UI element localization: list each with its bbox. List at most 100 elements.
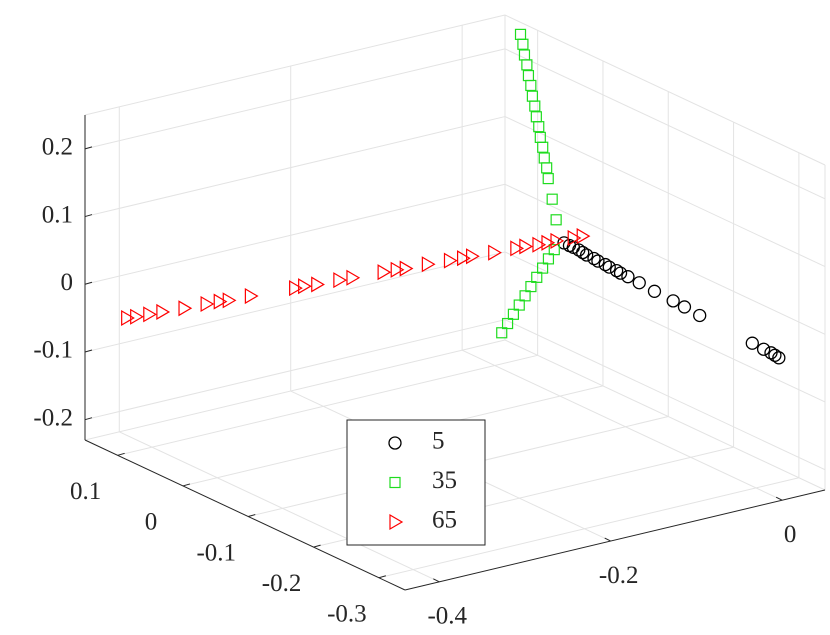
point: [548, 244, 560, 256]
point: [496, 327, 508, 339]
point: [772, 351, 786, 365]
point: [541, 162, 553, 174]
point: [488, 244, 502, 261]
point: [756, 342, 771, 356]
point: [289, 280, 303, 297]
grid-line: [117, 354, 538, 456]
y-tick-label: -0.4: [427, 603, 467, 630]
box-edge: [84, 14, 506, 116]
point: [632, 276, 646, 290]
x-tick: [248, 514, 256, 518]
grid-line: [119, 431, 440, 583]
point: [130, 308, 144, 325]
grid-line: [504, 183, 826, 335]
point: [541, 234, 556, 251]
z-tick: [84, 417, 93, 421]
point: [546, 193, 558, 205]
point: [213, 293, 228, 310]
point: [513, 299, 525, 311]
point: [377, 264, 392, 281]
point: [390, 261, 405, 278]
z-tick-label: -0.2: [33, 404, 73, 431]
points: [121, 28, 786, 365]
point: [768, 348, 782, 362]
legend: 5 35 65: [346, 419, 486, 546]
point: [579, 248, 594, 262]
x-tick-label: -0.1: [196, 539, 236, 566]
point: [533, 121, 545, 133]
point: [456, 250, 471, 267]
point: [501, 317, 514, 330]
point: [443, 252, 458, 269]
z-tick: [84, 349, 93, 353]
z-tick-label: -0.1: [33, 337, 73, 364]
point: [514, 28, 527, 40]
x-tick: [117, 452, 125, 456]
point: [537, 141, 549, 153]
point: [598, 257, 612, 272]
point: [609, 263, 624, 278]
y-tick-label: 0: [784, 521, 797, 548]
point: [591, 254, 605, 268]
point: [613, 266, 628, 280]
z-tick-label: 0: [61, 269, 74, 296]
point: [244, 287, 259, 305]
point: [519, 290, 531, 302]
point: [517, 38, 529, 50]
point: [542, 172, 554, 185]
point: [530, 111, 542, 123]
grid-line: [84, 183, 506, 285]
point: [550, 232, 565, 249]
point: [621, 270, 635, 284]
point: [121, 309, 135, 327]
grid-line: [84, 48, 506, 150]
point: [693, 308, 707, 323]
point: [178, 300, 193, 317]
point: [572, 243, 586, 257]
point: [156, 303, 171, 320]
point: [538, 152, 550, 164]
grid: [84, 14, 826, 583]
y-tick: [433, 578, 440, 583]
x-axis: [84, 439, 406, 591]
point: [647, 284, 662, 298]
point: [510, 240, 525, 257]
grid-line: [504, 251, 826, 403]
point: [567, 229, 582, 247]
point: [525, 79, 537, 92]
legend-marker: [389, 513, 404, 531]
point: [677, 300, 692, 314]
point: [587, 251, 601, 266]
grid-line: [84, 319, 506, 421]
point: [346, 269, 361, 286]
x-tick-label: 0: [145, 509, 158, 536]
point: [333, 272, 348, 289]
point: [576, 245, 590, 260]
point: [222, 292, 237, 309]
z-tick-label: 0.1: [42, 201, 73, 228]
point: [529, 100, 541, 112]
y-tick-label: -0.2: [599, 562, 639, 589]
grid-line: [461, 349, 783, 501]
point: [143, 306, 157, 323]
x-tick: [378, 575, 387, 579]
x-tick-label: 0.1: [70, 478, 101, 505]
legend-label: 65: [432, 507, 457, 534]
point: [531, 271, 543, 283]
x-tick-label: -0.3: [327, 600, 367, 627]
point: [311, 276, 325, 293]
point: [542, 253, 555, 265]
point: [200, 295, 215, 313]
legend-box: [346, 419, 486, 546]
z-tick: [84, 214, 93, 218]
point: [764, 346, 778, 360]
point: [745, 336, 759, 350]
point: [466, 248, 480, 265]
grid-line: [504, 116, 826, 268]
legend-marker: [389, 476, 401, 489]
point: [298, 278, 312, 295]
point: [526, 90, 538, 102]
x-tick-label: -0.2: [262, 570, 302, 597]
point: [399, 260, 414, 277]
point: [666, 294, 680, 308]
